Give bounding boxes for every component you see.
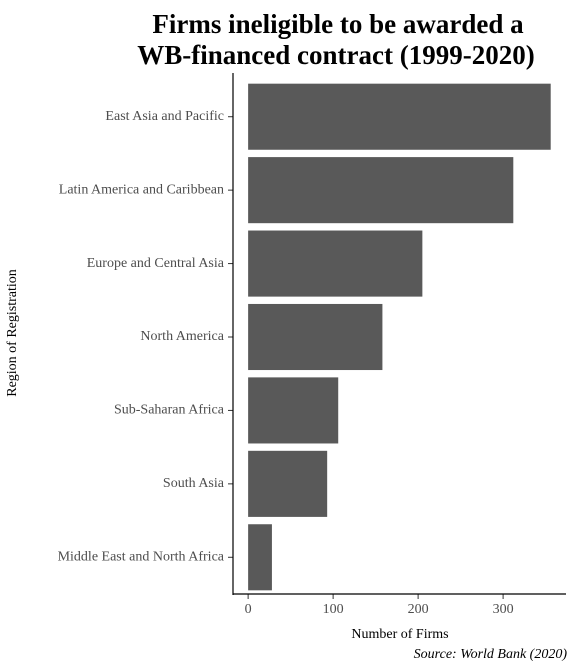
x-tick-label: 300 <box>493 602 514 617</box>
bar <box>248 524 272 591</box>
bar <box>248 230 423 297</box>
y-tick-label: North America <box>140 329 224 344</box>
y-tick-label: Middle East and North Africa <box>58 550 225 565</box>
caption: Source: World Bank (2020) <box>414 647 568 662</box>
x-axis-label: Number of Firms <box>351 627 448 642</box>
x-tick-label: 200 <box>408 602 429 617</box>
x-tick-label: 100 <box>323 602 344 617</box>
y-axis-label: Region of Registration <box>5 269 20 397</box>
bar <box>248 303 383 371</box>
y-tick-label: Sub-Saharan Africa <box>114 403 225 418</box>
x-tick-label: 0 <box>245 602 252 617</box>
y-tick-label: Europe and Central Asia <box>87 256 225 271</box>
bar <box>248 377 339 444</box>
y-tick-label: South Asia <box>163 476 225 491</box>
y-tick-label: Latin America and Caribbean <box>59 182 224 197</box>
bar <box>248 83 551 150</box>
bar <box>248 157 514 224</box>
chart-title: WB-financed contract (1999-2020) <box>137 40 534 70</box>
bar <box>248 450 328 517</box>
chart-title: Firms ineligible to be awarded a <box>152 9 524 39</box>
y-tick-label: East Asia and Pacific <box>105 109 224 124</box>
